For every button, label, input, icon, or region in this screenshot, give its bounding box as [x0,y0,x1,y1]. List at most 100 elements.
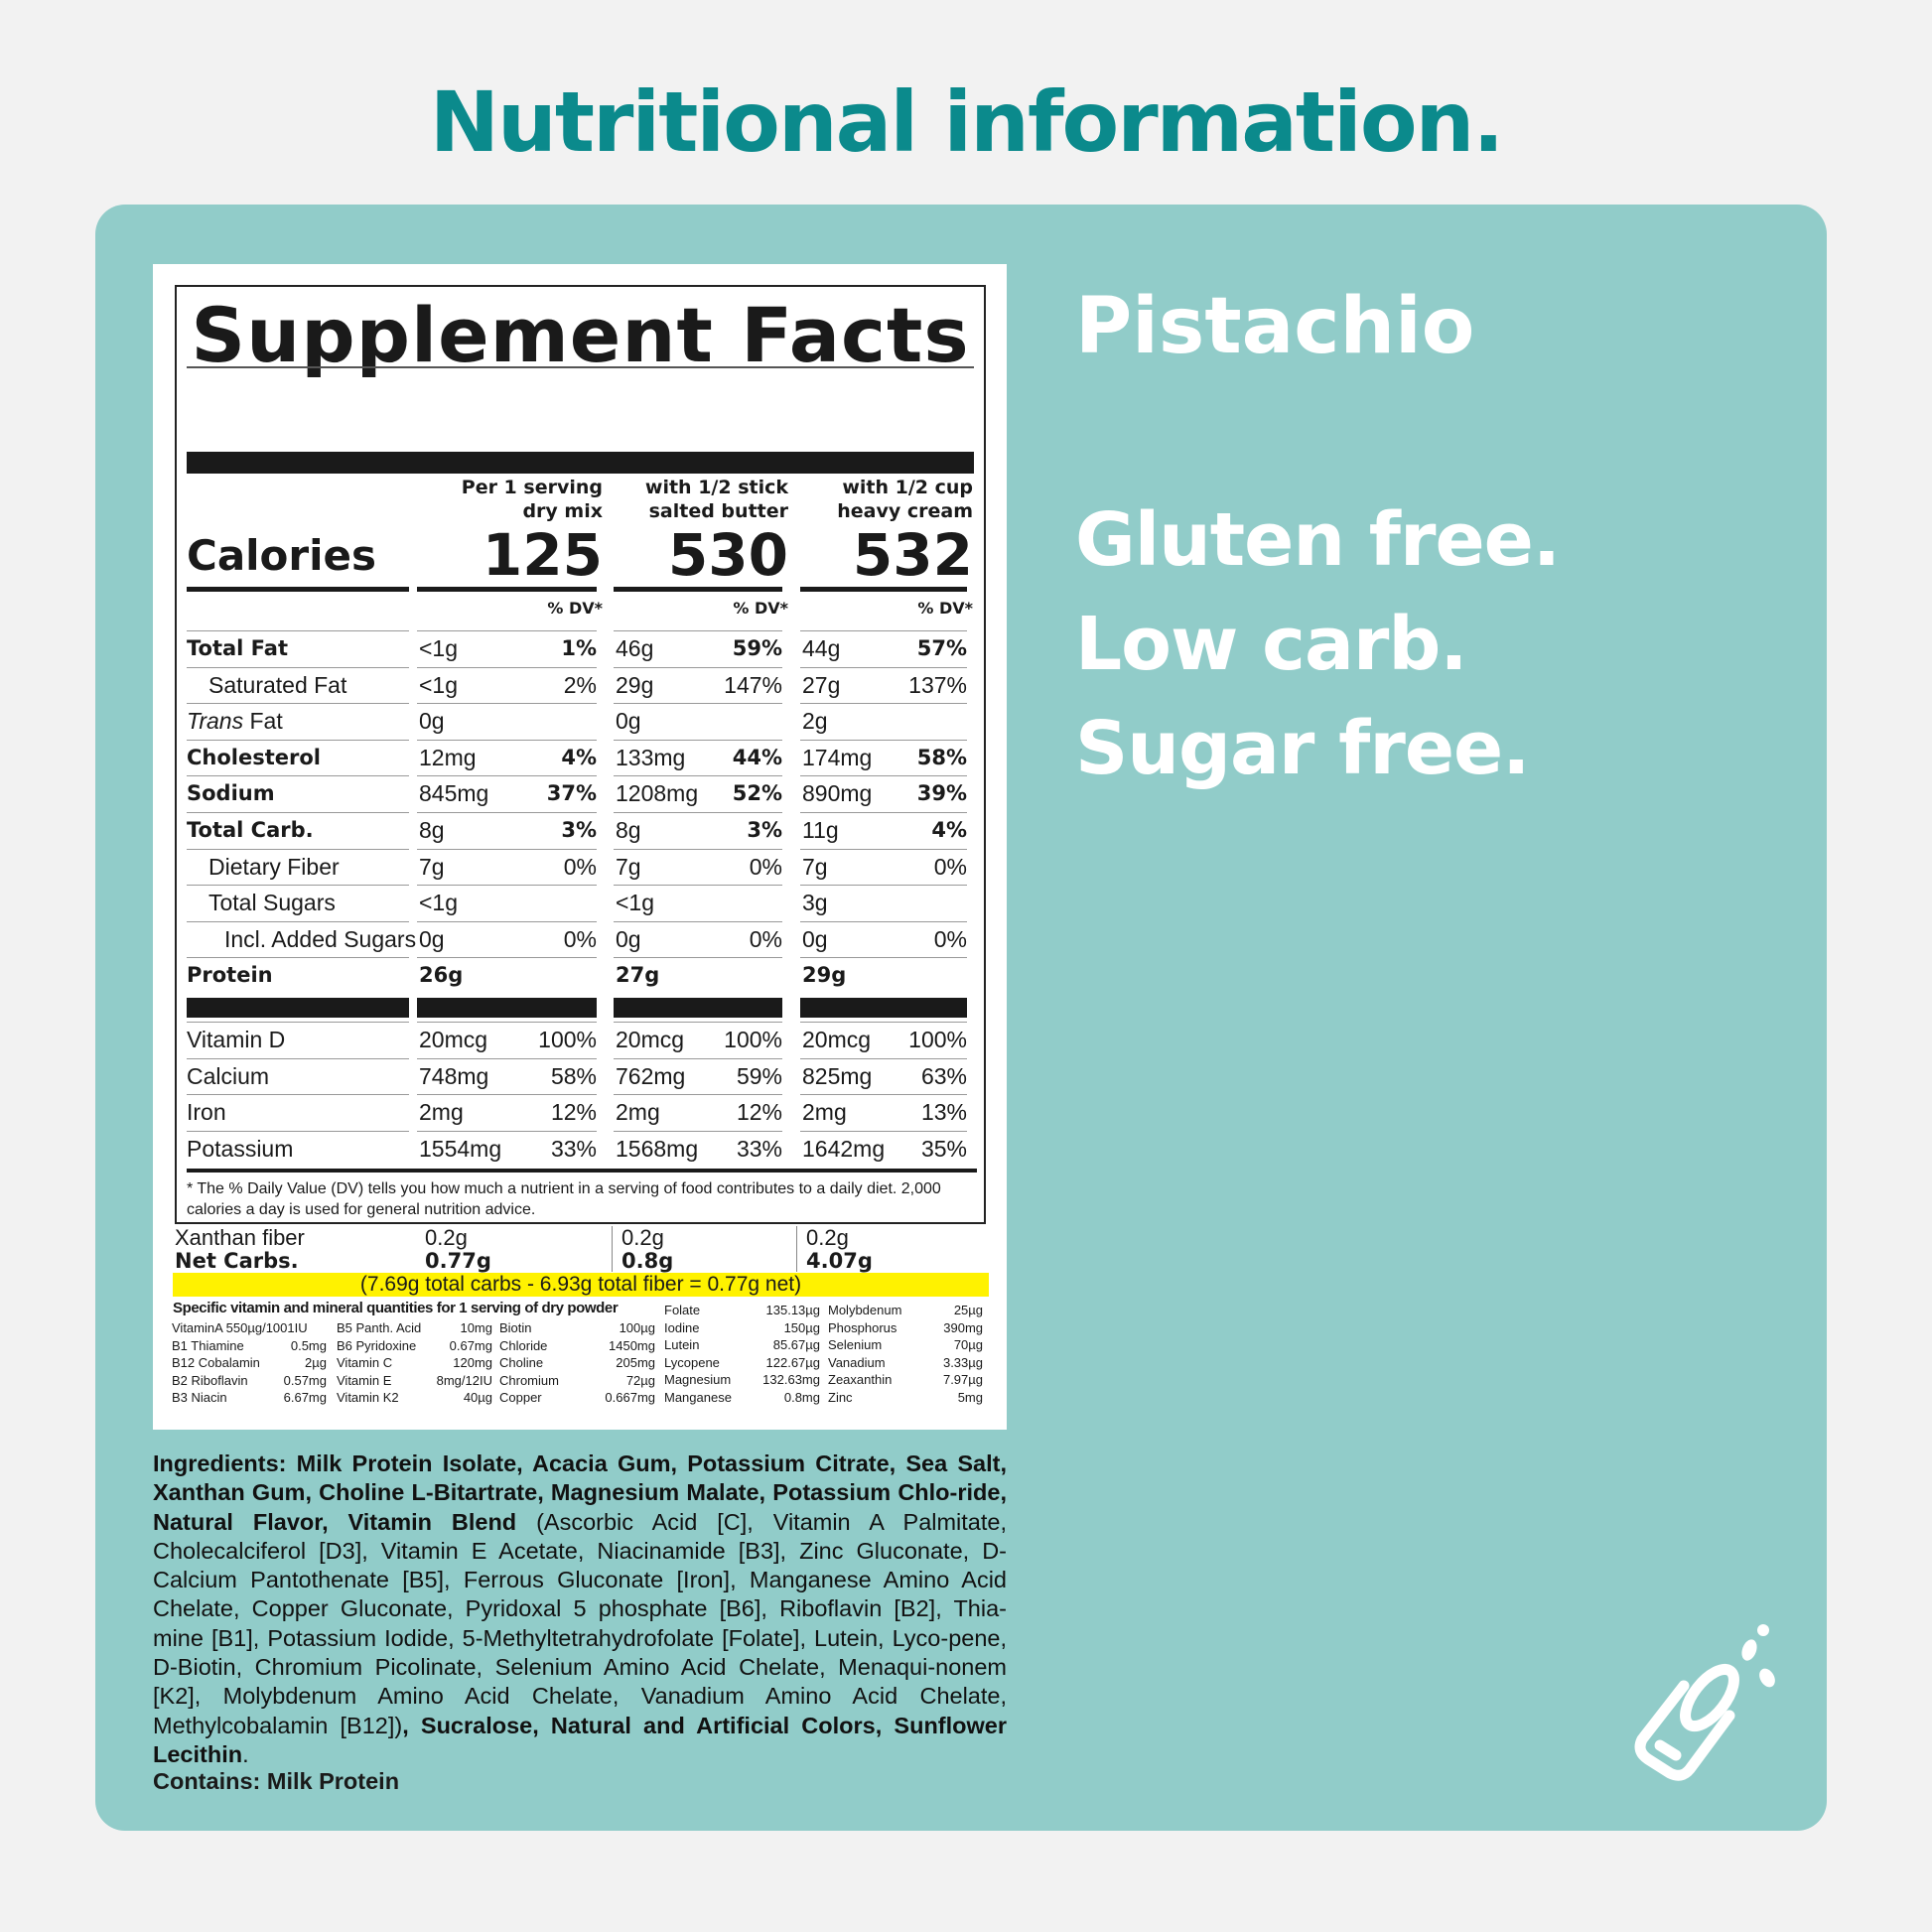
dv-percent: 3% [561,818,597,842]
row-separator [187,812,409,813]
nutrient-label: Cholesterol [187,746,321,769]
ingredients-text: Ingredients: Milk Protein Isolate, Acaci… [153,1449,1007,1769]
amount-value: 44g [802,635,841,661]
micro-amount: 205mg [616,1355,655,1371]
amount-value: 0g [802,926,828,952]
nutrient-label: Total Carb. [187,818,314,842]
amount-value: 762mg [616,1063,686,1089]
row-separator [800,1094,967,1095]
amount-value: 1208mg [616,780,699,806]
micro-amount: 2µg [305,1355,327,1371]
row-separator [800,775,967,776]
ingredients-end: . [242,1740,249,1767]
row-separator [417,775,597,776]
amount-value: 0g [419,708,445,734]
section-bar [614,998,782,1018]
row-separator [614,885,782,886]
row-separator [800,921,967,922]
micro-name: Manganese [664,1390,732,1405]
nutrient-label: Protein [187,963,273,987]
row-separator [187,775,409,776]
thick-divider [187,452,974,474]
micro-amount: 7.97µg [942,1372,983,1388]
amount-value: 11g [802,817,839,843]
row-separator [417,630,597,631]
micro-name: B2 Riboflavin [172,1372,248,1388]
calories-value: 532 [852,521,973,589]
row-separator [800,630,967,631]
amount-value: <1g [616,890,655,915]
micro-name: Iodine [664,1319,700,1335]
dv-percent: 100% [724,1027,782,1052]
dv-percent: 0% [563,926,597,952]
trans-fat-label: Fat [243,708,283,734]
row-separator [614,775,782,776]
row-separator [614,630,782,631]
amount-value: 27g [616,963,660,987]
net-carbs-formula: (7.69g total carbs - 6.93g total fiber =… [173,1273,989,1297]
nutrient-label: Iron [187,1099,226,1125]
micro-name: VitaminA 550µg/1001IU [172,1320,308,1335]
col-head-line2: dry mix [522,500,603,522]
row-separator [417,885,597,886]
row-separator [187,740,409,741]
dv-percent: 44% [732,746,782,769]
row-separator [417,812,597,813]
amount-value: 29g [616,672,654,698]
row-separator [417,849,597,850]
dv-percent: 4% [561,746,597,769]
row-separator [187,667,409,668]
nutrient-label: Saturated Fat [208,672,347,698]
vitamin-blend-list: (Ascorbic Acid [C], Vitamin A Palmitate,… [153,1508,1008,1738]
amount-value: 2mg [802,1099,847,1125]
amount-value: 8g [419,817,445,843]
amount-value: <1g [419,635,459,661]
shaker-cup-icon [1634,1624,1775,1781]
row-separator [614,667,782,668]
amount-value: 1642mg [802,1136,886,1162]
micro-name: B1 Thiamine [172,1337,244,1353]
amount-value: 8g [616,817,641,843]
nutrient-label: Total Sugars [208,890,336,915]
micro-amount: 150µg [783,1319,820,1335]
row-separator [187,1131,409,1132]
row-separator [800,1058,967,1059]
nutrient-label: Total Fat [187,636,289,660]
micro-amount: 10mg [460,1320,492,1335]
amount-value: 20mcg [616,1027,685,1052]
micro-name: Copper [499,1390,542,1406]
facts-title: Supplement Facts [191,291,970,379]
dv-percent: 1% [561,636,597,660]
micro-name: B3 Niacin [172,1390,227,1406]
col-head-line2: salted butter [648,500,788,522]
amount-value: 27g [802,672,841,698]
amount-value: 0g [616,926,641,952]
calories-value: 125 [482,521,603,589]
micro-amount: 1450mg [609,1337,655,1353]
row-separator [614,849,782,850]
dv-percent: 0% [749,926,782,952]
row-separator [187,630,409,631]
calories-underline [614,587,782,592]
row-separator [800,1131,967,1132]
dv-percent: 37% [546,781,597,805]
row-separator [417,1131,597,1132]
nutrient-label: Dietary Fiber [208,854,340,880]
row-separator [614,1058,782,1059]
micro-amount: 5mg [957,1390,983,1405]
calories-value: 530 [667,521,788,589]
micro-name: Chloride [499,1337,548,1353]
micro-amount: 0.57mg [283,1372,327,1388]
title-rule [187,366,974,368]
dv-percent: 59% [736,1063,782,1089]
row-separator [417,1058,597,1059]
dv-percent: 12% [550,1099,597,1125]
amount-value: 825mg [802,1063,873,1089]
row-separator [417,957,597,958]
row-separator [800,812,967,813]
row-separator [614,957,782,958]
net-carbs-value: 4.07g [806,1249,873,1273]
column-divider [796,1226,797,1272]
row-separator [187,1022,409,1023]
micro-name: Lycopene [664,1354,720,1370]
